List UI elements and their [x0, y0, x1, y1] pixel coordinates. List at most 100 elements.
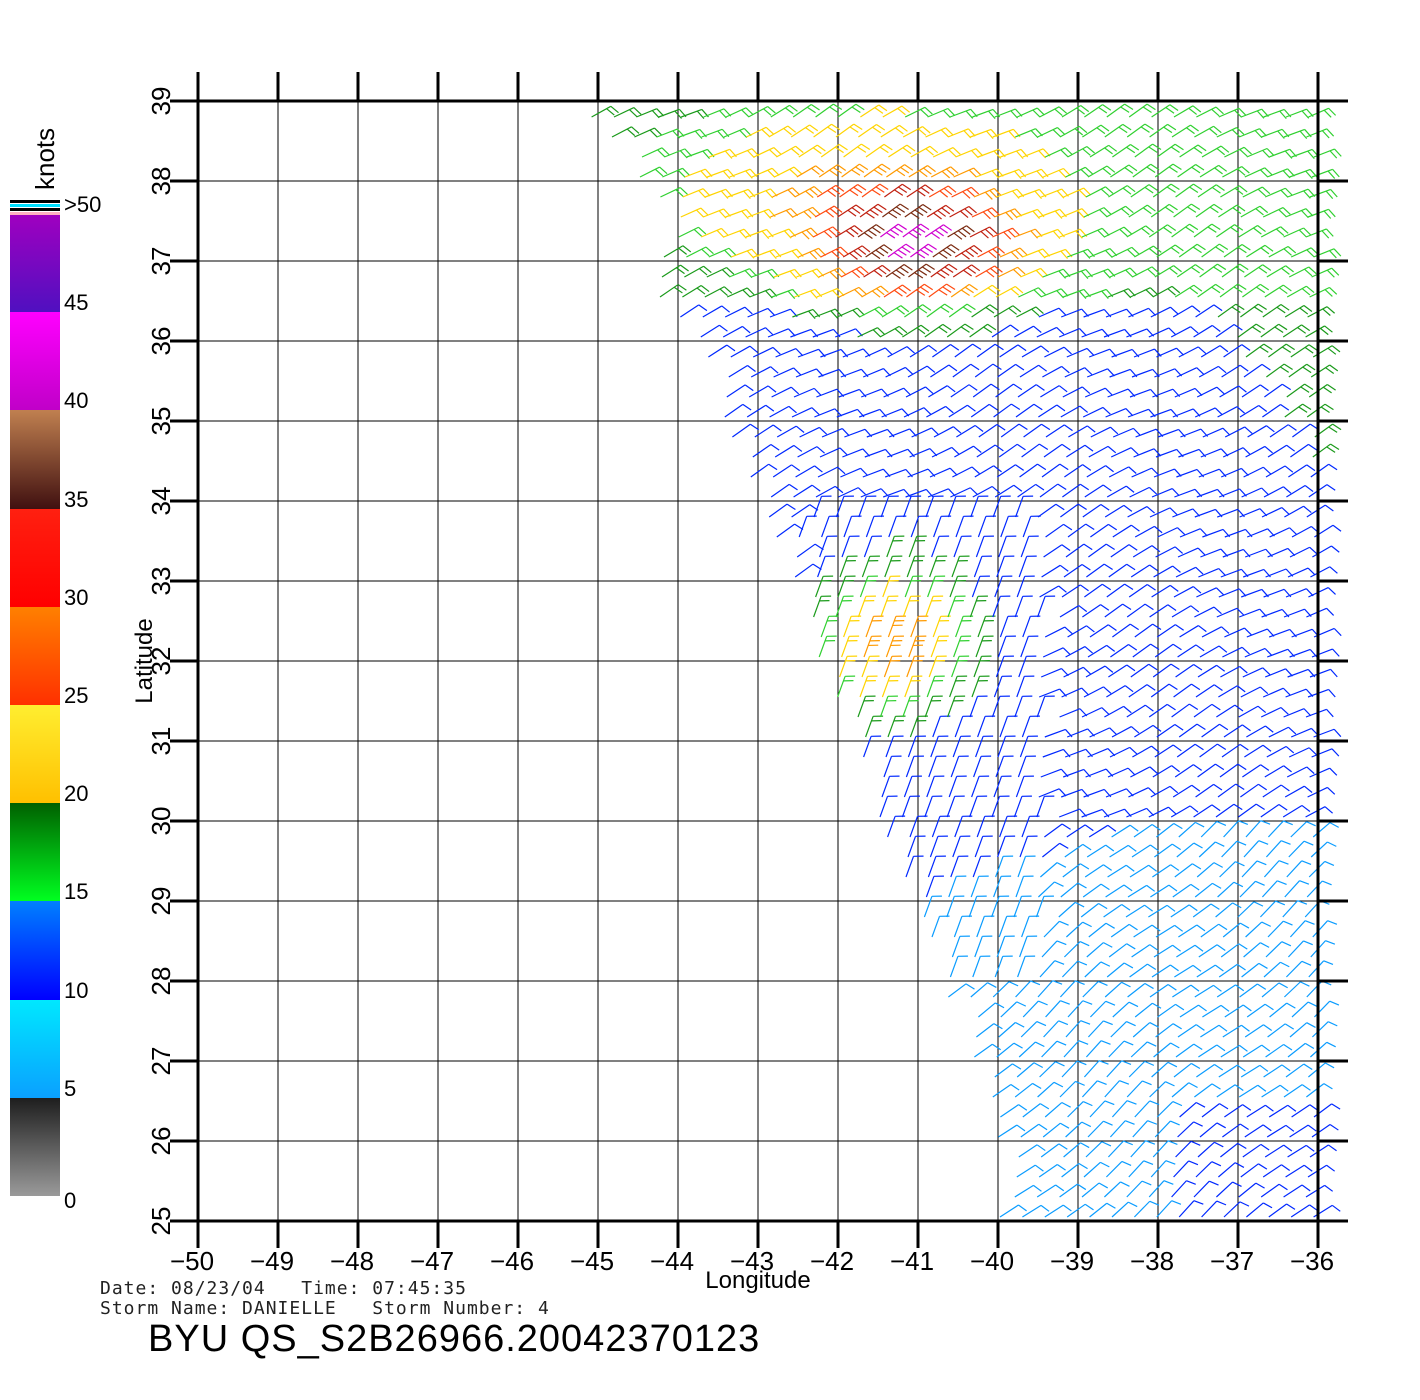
wind-barb-staff — [926, 776, 935, 798]
wind-barb-feather — [1121, 981, 1131, 988]
wind-barb-staff — [1268, 1203, 1287, 1218]
wind-barb-staff — [991, 796, 1001, 818]
wind-barb-feather — [1038, 364, 1047, 372]
wind-barb-staff — [1245, 921, 1263, 938]
wind-barb-feather — [1149, 1022, 1159, 1028]
wind-barb-feather — [1259, 1064, 1269, 1072]
wind-barb-feather — [1307, 1124, 1317, 1132]
colorbar-tick-label: >50 — [64, 192, 102, 217]
wind-barb-staff — [1085, 1141, 1103, 1158]
colorbar-segment — [10, 1097, 60, 1196]
wind-barb-feather — [947, 185, 957, 193]
wind-barb-staff — [1014, 228, 1036, 238]
wind-barb-feather — [1264, 445, 1273, 454]
wind-barb-staff — [1223, 724, 1243, 738]
wind-barb-staff — [1058, 808, 1080, 818]
wind-barb-staff — [1310, 463, 1330, 478]
wind-barb-feather — [966, 225, 975, 233]
wind-barb-feather — [1280, 189, 1289, 198]
wind-barb-staff — [1243, 363, 1263, 378]
wind-barb-feather — [957, 230, 967, 238]
wind-barb-feather — [1074, 901, 1085, 908]
wind-barb-staff — [1065, 1020, 1082, 1038]
wind-barb-staff — [820, 616, 830, 638]
wind-barb-staff — [1087, 1120, 1104, 1138]
wind-barb-staff — [1242, 764, 1261, 778]
wind-barb-feather — [941, 207, 951, 215]
wind-barb-feather — [1263, 1024, 1273, 1031]
wind-barb-staff — [994, 956, 1004, 978]
wind-barb-feather — [905, 243, 915, 251]
wind-barb-feather — [897, 249, 907, 256]
wind-barb-feather — [1320, 327, 1329, 336]
wind-barb-staff — [708, 247, 730, 258]
wind-barb-feather — [1287, 246, 1297, 254]
wind-barb-staff — [1128, 583, 1148, 598]
wind-barb-staff — [883, 387, 904, 398]
wind-barb-staff — [947, 696, 956, 718]
wind-barb-staff — [1290, 247, 1312, 258]
wind-barb-feather — [1256, 286, 1266, 294]
wind-barb-feather — [1123, 705, 1132, 714]
wind-barb-feather — [1213, 783, 1223, 791]
wind-barb-feather — [1128, 643, 1138, 651]
wind-barb-feather — [1146, 684, 1156, 691]
wind-barb-staff — [662, 167, 683, 178]
wind-barb-feather — [1172, 944, 1181, 952]
wind-barb-feather — [1214, 964, 1224, 972]
wind-barb-feather — [1133, 427, 1141, 436]
wind-barb-staff — [1022, 1000, 1039, 1018]
wind-barb-staff — [1285, 1164, 1305, 1178]
wind-barb-feather — [1217, 743, 1227, 750]
wind-barb-staff — [1174, 387, 1196, 398]
wind-barb-staff — [797, 348, 819, 358]
wind-barb-feather — [973, 167, 982, 176]
wind-barb-staff — [1130, 766, 1151, 778]
wind-barb-feather — [1307, 567, 1316, 576]
wind-barb-staff — [1268, 1104, 1289, 1118]
wind-barb-staff — [1154, 265, 1174, 278]
wind-barb-feather — [1239, 1201, 1250, 1207]
wind-barb-staff — [704, 286, 725, 298]
wind-barb-staff — [948, 983, 967, 998]
wind-barb-feather — [1231, 306, 1241, 313]
wind-barb-staff — [1290, 821, 1307, 838]
wind-barb-staff — [975, 265, 995, 278]
wind-barb-staff — [932, 147, 954, 158]
wind-barb-staff — [1264, 1144, 1285, 1158]
wind-barb-staff — [1237, 901, 1255, 918]
wind-barb-staff — [862, 468, 884, 478]
wind-barb-feather — [1324, 325, 1333, 333]
wind-barb-feather — [1164, 206, 1174, 214]
product-title: BYU QS_S2B26966.20042370123 — [148, 1318, 761, 1360]
wind-barb-feather — [989, 304, 999, 311]
wind-barb-feather — [784, 107, 794, 115]
wind-barb-staff — [1311, 1123, 1331, 1138]
wind-barb-staff — [771, 386, 792, 398]
wind-barb-staff — [1263, 108, 1285, 118]
wind-barb-feather — [952, 147, 961, 155]
wind-barb-staff — [1020, 1021, 1038, 1038]
wind-barb-staff — [1312, 545, 1332, 558]
wind-barb-feather — [861, 245, 871, 253]
wind-barb-staff — [768, 228, 790, 238]
wind-barb-feather — [1308, 344, 1318, 351]
wind-barb-feather — [1128, 1001, 1139, 1008]
wind-barb-staff — [860, 488, 882, 498]
wind-barb-staff — [1015, 876, 1025, 898]
wind-barb-staff — [1217, 881, 1235, 898]
wind-barb-feather — [1277, 130, 1285, 139]
wind-barb-staff — [910, 616, 919, 638]
wind-barb-staff — [1175, 183, 1194, 198]
wind-barb-staff — [1309, 668, 1331, 678]
wind-barb-staff — [997, 363, 1016, 378]
wind-barb-feather — [860, 266, 869, 274]
wind-barb-feather — [1331, 267, 1340, 276]
wind-barb-feather — [1210, 903, 1220, 910]
wind-barb-feather — [1165, 106, 1175, 114]
wind-barb-staff — [999, 1204, 1019, 1218]
wind-barb-feather — [1215, 106, 1224, 115]
wind-barb-staff — [857, 596, 867, 618]
wind-barb-feather — [1127, 844, 1137, 852]
